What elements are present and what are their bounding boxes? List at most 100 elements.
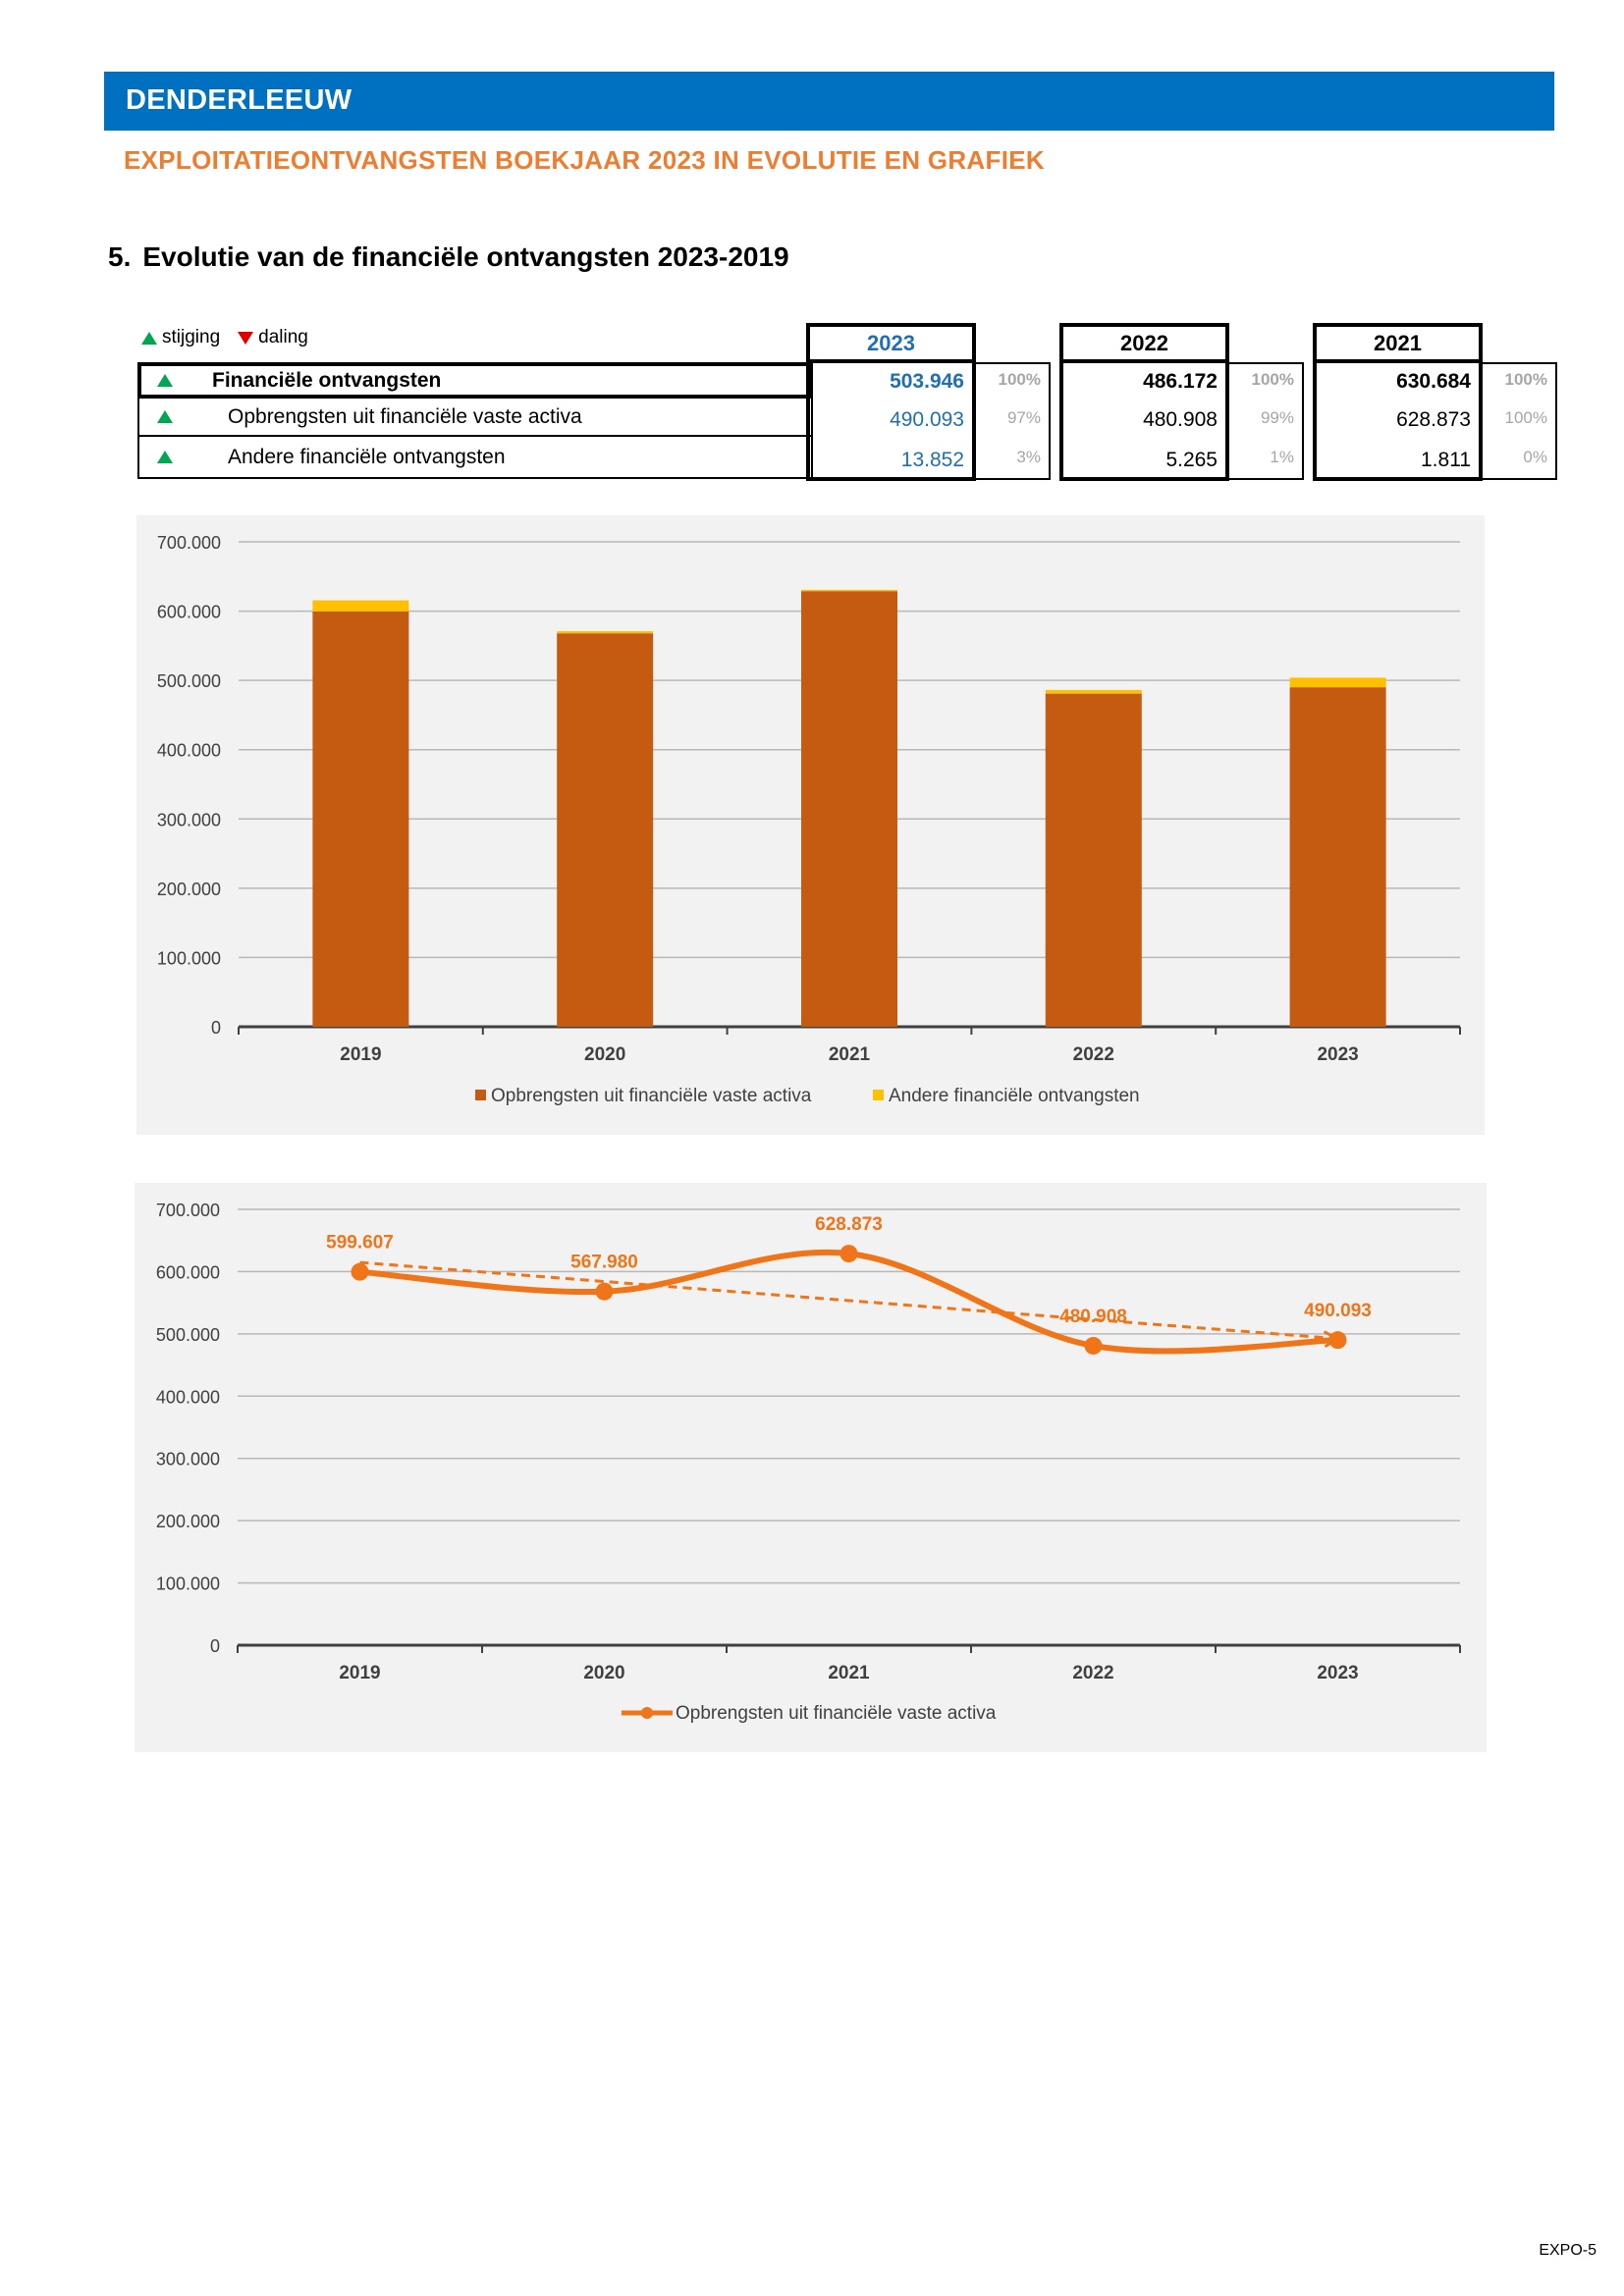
y-tick-label: 400.000: [156, 1387, 220, 1407]
line-chart-svg: 0 100.000 200.000 300.000 400.000 500.000 600.…: [156, 1201, 1461, 1724]
row-vaste-activa: Opbrengsten uit financiële vaste activa: [137, 399, 813, 437]
pcts-2021: 100% 100% 0%: [1483, 362, 1557, 480]
stacked-bar-chart: 0 100.000 200.000 300.000 400.000 500.000 600.…: [136, 515, 1485, 1135]
section-heading: 5. Evolutie van de financiële ontvangsten…: [108, 241, 789, 273]
y-tick-label: 600.000: [156, 1262, 220, 1282]
pct-cell: 100%: [998, 370, 1041, 389]
bar-segment: [557, 631, 654, 634]
value-cell: 490.093: [890, 408, 964, 431]
data-point: [839, 1245, 858, 1263]
value-cell: 1.811: [1421, 449, 1471, 471]
trendline: [359, 1260, 1338, 1341]
page-number: EXPO-5: [1539, 2242, 1597, 2259]
pct-cell: 100%: [1504, 408, 1547, 427]
y-tick-label: 700.000: [156, 1201, 220, 1220]
y-tick-label: 0: [211, 1018, 221, 1038]
bar-segment: [801, 589, 897, 592]
value-cell: 503.946: [890, 370, 964, 393]
y-tick-label: 100.000: [157, 948, 221, 968]
year-header-2021: 2021: [1313, 323, 1483, 359]
data-label: 628.873: [815, 1214, 883, 1235]
x-tick-label: 2022: [1072, 1663, 1113, 1683]
x-tick-label: 2023: [1317, 1663, 1358, 1683]
data-label: 480.908: [1059, 1307, 1127, 1327]
bar-segment: [1045, 693, 1142, 1027]
y-tick-label: 300.000: [156, 1450, 220, 1469]
data-label: 599.607: [326, 1233, 394, 1254]
row-label: Opbrengsten uit financiële vaste activa: [228, 404, 582, 428]
data-point: [1328, 1331, 1347, 1350]
value-cell: 480.908: [1143, 408, 1218, 431]
year-header-2022: 2022: [1059, 323, 1229, 359]
y-tick-label: 500.000: [156, 1325, 220, 1345]
pct-cell: 0%: [1523, 448, 1547, 466]
value-cell: 630.684: [1396, 370, 1471, 393]
trend-up-icon: [157, 410, 173, 423]
bar-segment: [312, 600, 409, 612]
x-tick-label: 2022: [1073, 1044, 1114, 1065]
bar-segment: [557, 633, 654, 1027]
header-bar: DENDERLEEUW: [104, 72, 1554, 131]
legend-marker: [641, 1707, 653, 1719]
x-tick-label: 2020: [583, 1663, 624, 1683]
values-2023: 503.946 490.093 13.852: [806, 359, 976, 481]
municipality-title: DENDERLEEUW: [126, 84, 352, 116]
legend-swatch: [873, 1090, 884, 1100]
pcts-2023: 100% 97% 3%: [976, 362, 1051, 480]
x-tick-label: 2023: [1317, 1044, 1358, 1065]
bar-segment: [312, 611, 409, 1027]
triangle-up-icon: [141, 331, 157, 345]
bar-segment: [1289, 687, 1386, 1027]
row-label: Andere financiële ontvangsten: [228, 445, 506, 468]
report-subtitle: EXPLOITATIEONTVANGSTEN BOEKJAAR 2023 IN …: [124, 145, 1045, 175]
pct-cell: 99%: [1260, 408, 1294, 427]
value-cell: 13.852: [900, 449, 964, 471]
pct-cell: 1%: [1270, 448, 1294, 466]
section-title: Evolutie van de financiële ontvangsten 2…: [142, 241, 789, 272]
y-tick-label: 700.000: [157, 533, 221, 553]
pct-cell: 3%: [1016, 448, 1041, 466]
data-point: [351, 1262, 369, 1281]
section-number: 5.: [108, 241, 132, 272]
trend-up-icon: [157, 451, 173, 463]
value-cell: 628.873: [1396, 408, 1471, 431]
data-point: [595, 1282, 614, 1301]
line-chart: 0 100.000 200.000 300.000 400.000 500.000 600.…: [135, 1183, 1487, 1752]
triangle-down-icon: [238, 331, 254, 345]
legend-label: Opbrengsten uit financiële vaste activa: [491, 1086, 812, 1106]
value-cell: 5.265: [1165, 449, 1218, 471]
row-andere: Andere financiële ontvangsten: [137, 437, 813, 479]
values-2022: 486.172 480.908 5.265: [1059, 359, 1229, 481]
y-tick-label: 0: [210, 1636, 220, 1656]
y-tick-label: 400.000: [157, 741, 221, 761]
data-point: [1084, 1336, 1103, 1355]
row-label: Financiële ontvangsten: [212, 368, 442, 392]
data-label: 567.980: [570, 1253, 638, 1273]
x-tick-label: 2019: [339, 1663, 380, 1683]
bar-segment: [1289, 677, 1386, 688]
trend-up-icon: [157, 374, 173, 387]
bar-segment: [801, 591, 897, 1027]
y-tick-label: 100.000: [156, 1575, 220, 1594]
legend-label: Andere financiële ontvangsten: [889, 1086, 1140, 1106]
y-tick-label: 200.000: [156, 1512, 220, 1531]
x-tick-label: 2021: [828, 1663, 870, 1683]
pct-cell: 100%: [1504, 370, 1547, 389]
legend-down-label: daling: [258, 327, 308, 347]
x-tick-label: 2021: [829, 1044, 871, 1065]
legend-label: Opbrengsten uit financiële vaste activa: [676, 1703, 997, 1724]
legend-up-label: stijging: [162, 327, 221, 347]
y-tick-label: 600.000: [157, 603, 221, 622]
x-tick-label: 2020: [584, 1044, 625, 1065]
pct-cell: 100%: [1251, 370, 1294, 389]
pct-cell: 97%: [1006, 408, 1041, 427]
values-2021: 630.684 628.873 1.811: [1313, 359, 1483, 481]
year-header-2023: 2023: [806, 323, 976, 359]
trend-legend: stijging daling: [141, 327, 308, 348]
legend-swatch: [475, 1090, 486, 1100]
data-label: 490.093: [1304, 1301, 1372, 1321]
value-cell: 486.172: [1143, 370, 1218, 393]
bar-chart-svg: 0 100.000 200.000 300.000 400.000 500.000 600.…: [157, 533, 1461, 1106]
y-tick-label: 500.000: [157, 671, 221, 691]
pcts-2022: 100% 99% 1%: [1229, 362, 1304, 480]
